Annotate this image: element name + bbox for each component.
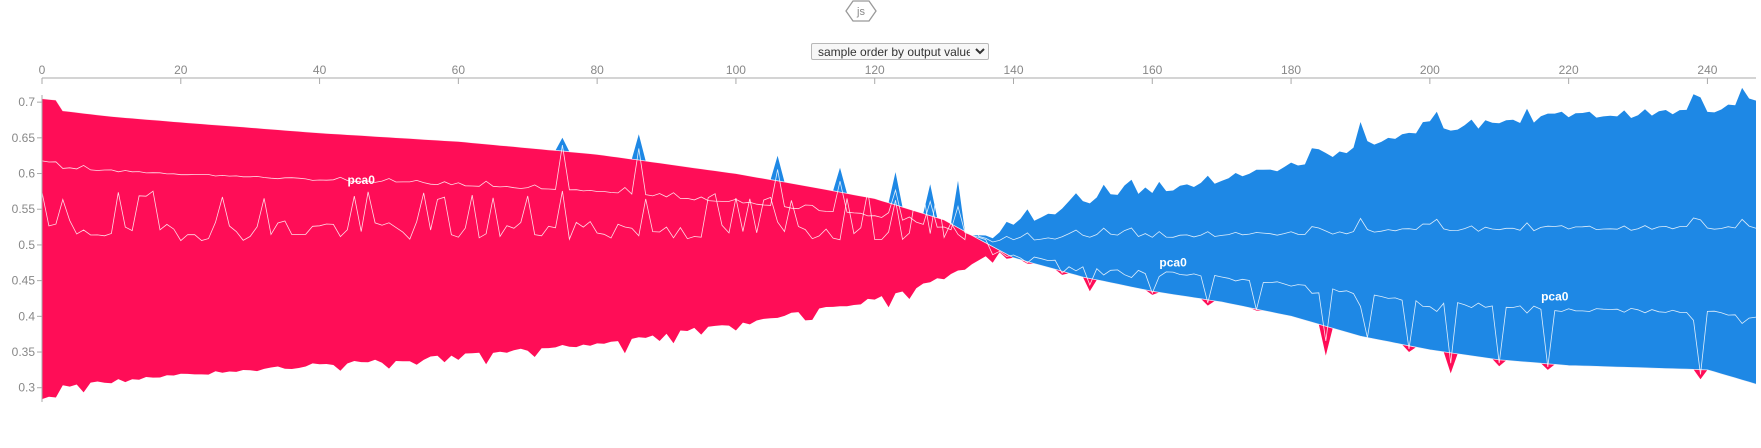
y-tick: 0.7 bbox=[18, 95, 42, 109]
y-tick-label: 0.45 bbox=[12, 274, 36, 288]
logo-text: js bbox=[856, 6, 865, 18]
x-tick: 240 bbox=[1697, 63, 1718, 84]
x-tick-label: 220 bbox=[1559, 63, 1579, 77]
x-tick: 60 bbox=[452, 63, 466, 84]
x-tick: 140 bbox=[1003, 63, 1024, 84]
x-tick-label: 180 bbox=[1281, 63, 1301, 77]
x-tick-label: 60 bbox=[452, 63, 466, 77]
sample-order-select[interactable]: sample order by output value bbox=[811, 43, 989, 60]
x-tick: 120 bbox=[865, 63, 885, 84]
y-tick-label: 0.5 bbox=[18, 238, 35, 252]
x-tick: 220 bbox=[1559, 63, 1579, 84]
y-tick-label: 0.3 bbox=[18, 381, 35, 395]
y-tick-label: 0.4 bbox=[18, 309, 35, 323]
x-tick-label: 240 bbox=[1697, 63, 1717, 77]
feature-labels: pca0 pca0 pca0 bbox=[348, 173, 1569, 303]
y-tick-label: 0.55 bbox=[12, 202, 36, 216]
x-tick: 0 bbox=[39, 63, 46, 84]
y-tick: 0.45 bbox=[12, 274, 42, 288]
x-tick-label: 20 bbox=[174, 63, 188, 77]
negative-area bbox=[42, 87, 1756, 385]
y-tick: 0.55 bbox=[12, 202, 42, 216]
plot-areas bbox=[41, 87, 1757, 400]
x-axis: 0 20 40 60 80 100 120 140 160 180 200 220 240 bbox=[39, 63, 1756, 84]
x-tick-label: 80 bbox=[590, 63, 604, 77]
x-tick-label: 40 bbox=[313, 63, 327, 77]
feature-label: pca0 bbox=[348, 173, 376, 187]
x-tick: 40 bbox=[313, 63, 327, 84]
x-tick-label: 100 bbox=[726, 63, 746, 77]
y-axis: 0.3 0.35 0.4 0.45 0.5 0.55 0.6 0.65 0.7 bbox=[12, 95, 43, 402]
y-tick: 0.35 bbox=[12, 345, 42, 359]
output-line bbox=[41, 98, 1757, 385]
y-tick-label: 0.7 bbox=[18, 95, 35, 109]
y-tick: 0.5 bbox=[18, 238, 42, 252]
x-tick: 20 bbox=[174, 63, 188, 84]
x-tick-label: 120 bbox=[865, 63, 885, 77]
x-tick-label: 140 bbox=[1003, 63, 1023, 77]
y-tick-label: 0.65 bbox=[12, 131, 36, 145]
feature-label: pca0 bbox=[1541, 290, 1569, 304]
hexagon-icon bbox=[845, 0, 877, 22]
y-tick: 0.3 bbox=[18, 381, 42, 395]
logo: js bbox=[845, 0, 877, 22]
x-tick: 80 bbox=[590, 63, 604, 84]
y-tick: 0.4 bbox=[18, 309, 42, 323]
x-tick-label: 0 bbox=[39, 63, 46, 77]
x-tick: 100 bbox=[726, 63, 746, 84]
x-tick-label: 160 bbox=[1142, 63, 1162, 77]
feature-label: pca0 bbox=[1159, 255, 1187, 269]
y-tick-label: 0.6 bbox=[18, 167, 35, 181]
separator-line bbox=[41, 190, 1757, 243]
y-tick: 0.6 bbox=[18, 167, 42, 181]
y-tick-label: 0.35 bbox=[12, 345, 36, 359]
y-tick: 0.65 bbox=[12, 131, 42, 145]
x-tick-label: 200 bbox=[1420, 63, 1440, 77]
x-tick: 180 bbox=[1281, 63, 1301, 84]
x-tick: 160 bbox=[1142, 63, 1163, 84]
separator-line bbox=[41, 145, 1757, 375]
x-tick: 200 bbox=[1420, 63, 1440, 84]
